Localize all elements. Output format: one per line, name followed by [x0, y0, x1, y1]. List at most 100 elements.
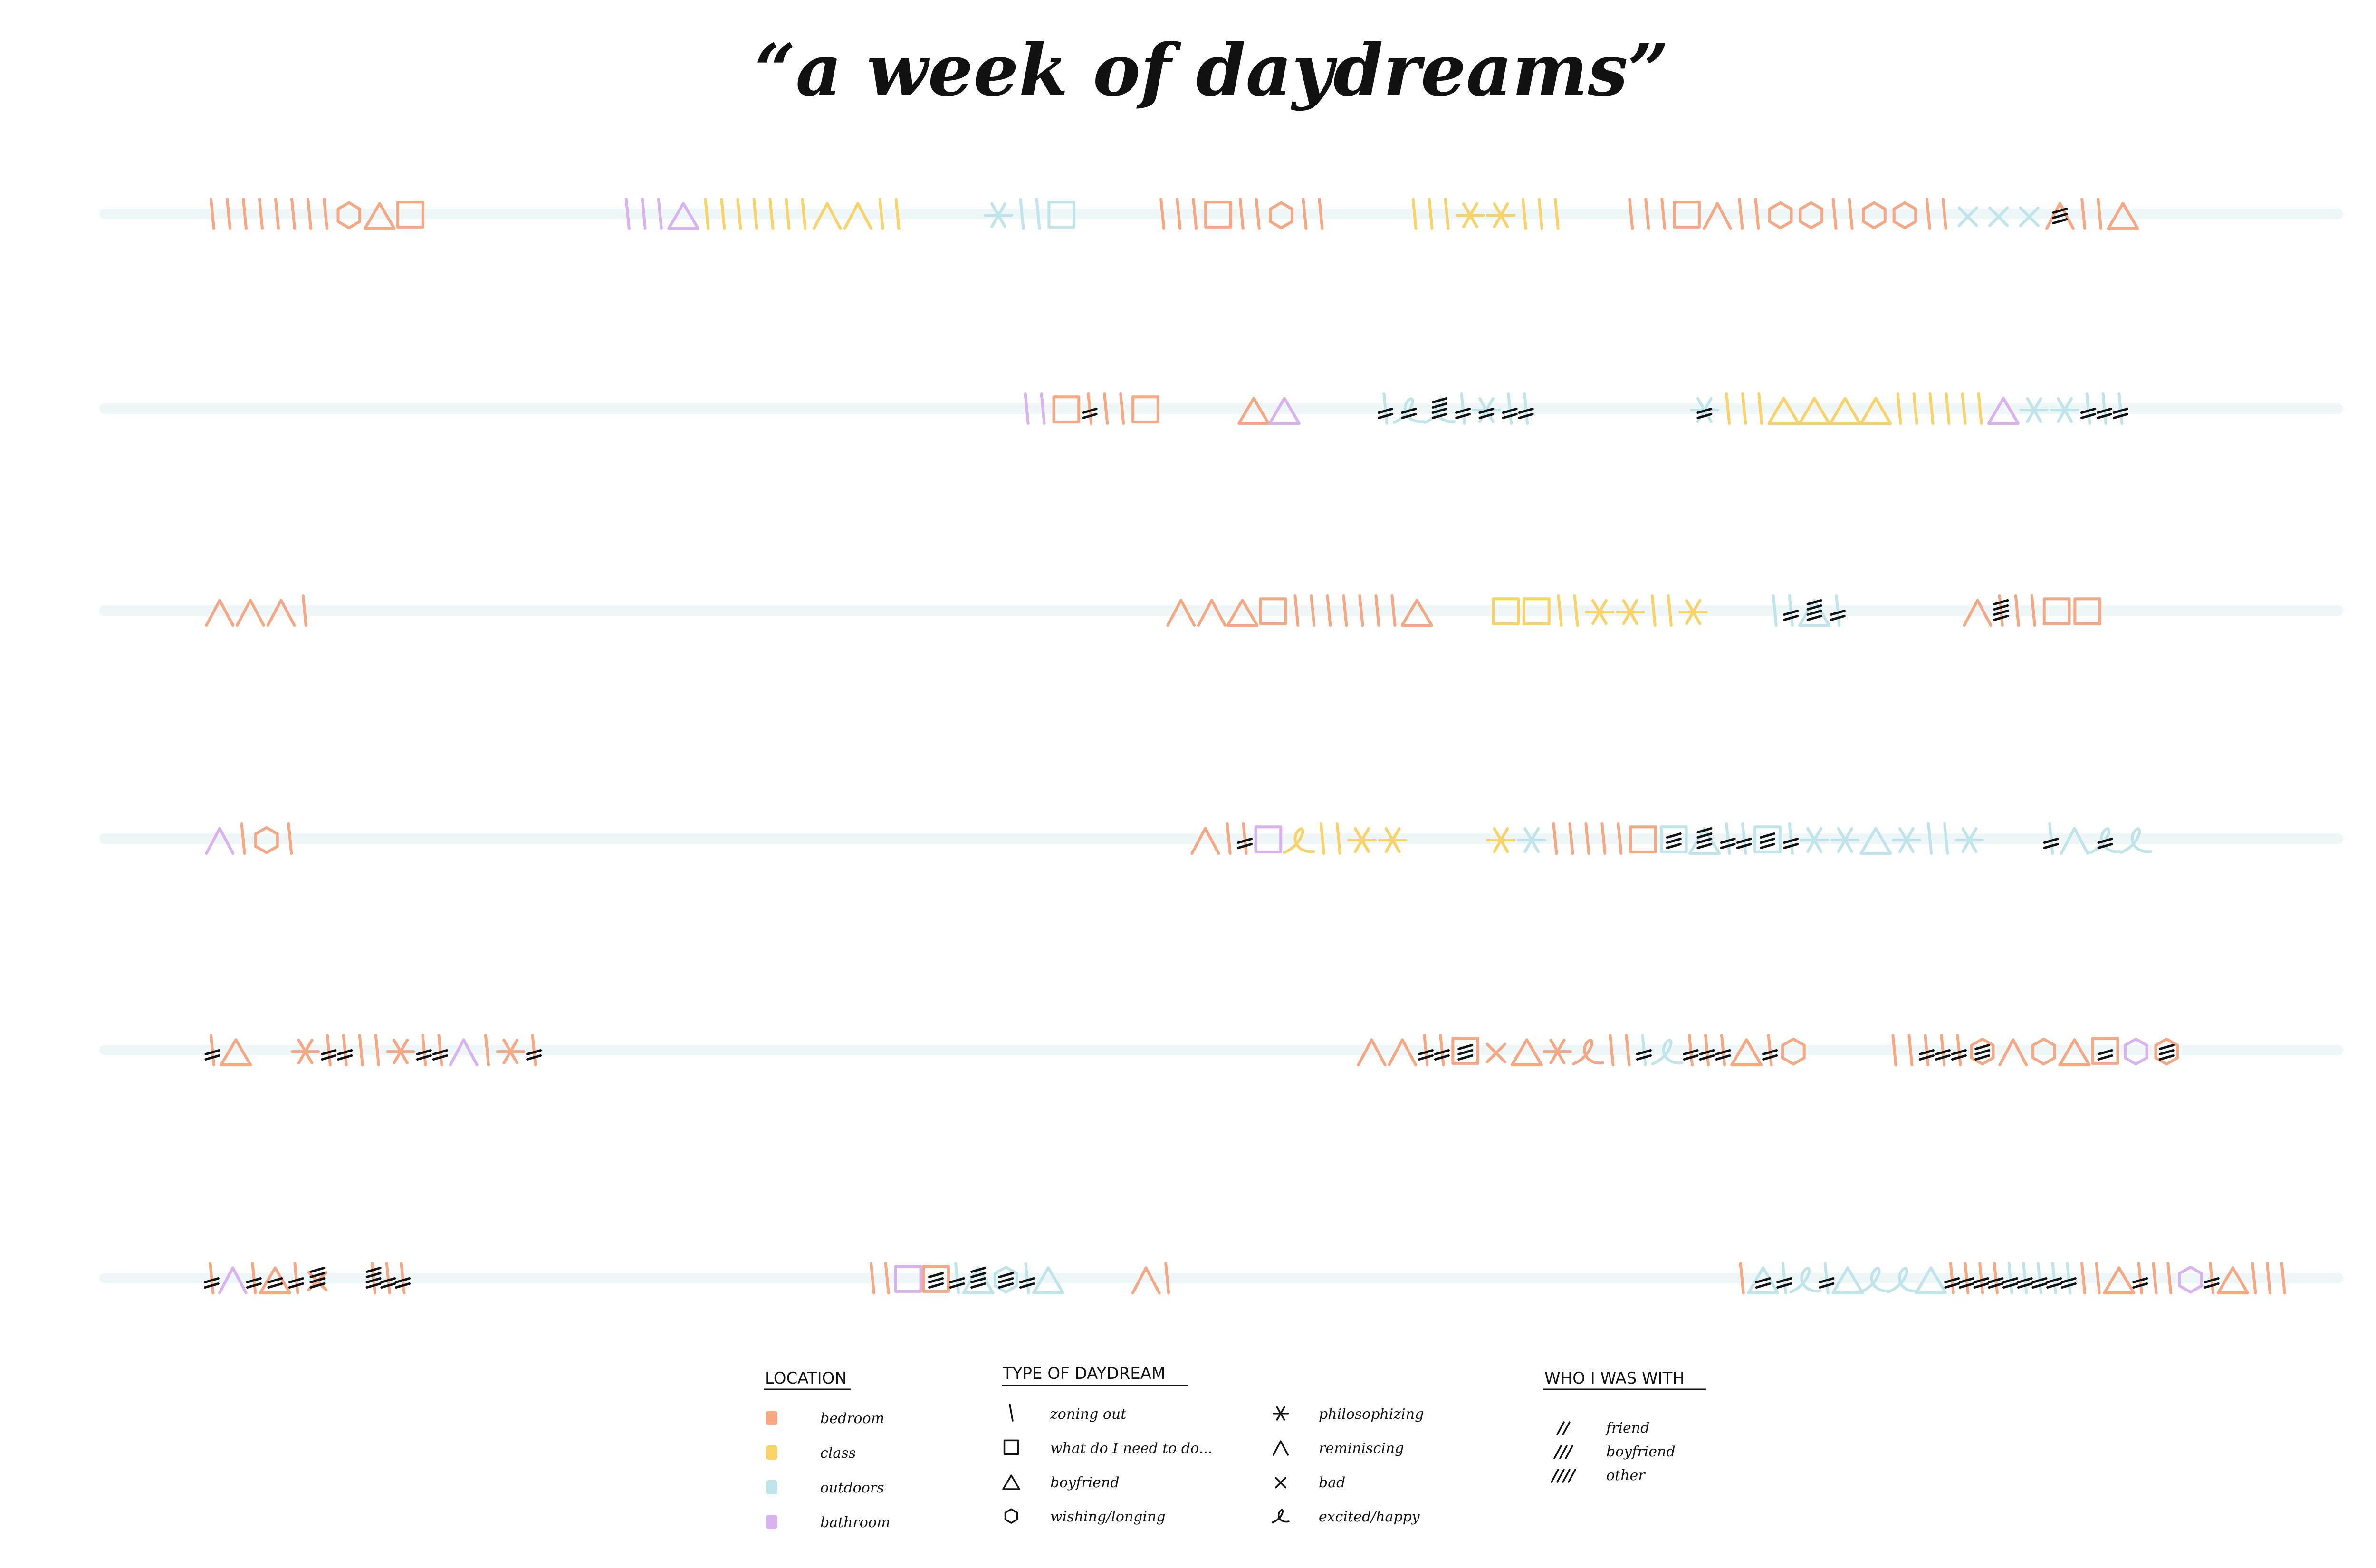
- daydream-mark-rem: [266, 599, 296, 627]
- legend-with-mark-friend: [1556, 1421, 1571, 1435]
- daydream-mark-zone: [1667, 594, 1673, 627]
- daydream-mark-boy: [1226, 599, 1259, 627]
- daydream-mark-phil: [1678, 599, 1708, 625]
- daydream-mark-wish: [1781, 1037, 1806, 1066]
- daydream-mark-zone: [1617, 822, 1623, 855]
- daydream-mark-zone: [1319, 822, 1325, 855]
- day-row: [203, 1262, 2286, 1294]
- daydream-mark-zone: [1896, 392, 1902, 425]
- daydream-mark-zone: [240, 822, 246, 855]
- daydream-mark-zone: [1725, 392, 1731, 425]
- daydream-mark-boy: [1859, 397, 1892, 425]
- legend-swatch-outdoors: [766, 1480, 777, 1494]
- daydream-mark-zone: [1428, 198, 1434, 230]
- daydream-mark-zone: [2080, 198, 2087, 230]
- legend-symbol-rem: [1272, 1440, 1289, 1456]
- daydream-mark-zone: [1164, 1262, 1170, 1294]
- daydream-mark-rem: [205, 827, 235, 855]
- daydream-mark-zone: [288, 1262, 304, 1294]
- daydream-mark-zone: [894, 198, 901, 230]
- daydream-mark-zone: [1848, 198, 1854, 230]
- daydream-mark-zone: [2096, 392, 2112, 425]
- legend-type-label: wishing/longing: [1050, 1509, 1166, 1525]
- daydream-mark-zone: [1891, 1034, 1897, 1066]
- daydream-mark-boy: [220, 1038, 252, 1066]
- daydream-mark-todo: [1131, 395, 1159, 423]
- daydream-mark-boy: [1237, 397, 1270, 425]
- daydream-mark-rem: [2060, 827, 2089, 855]
- daydream-mark-happy: [1651, 1039, 1684, 1065]
- daydream-mark-boy: [2216, 1266, 2249, 1294]
- daydream-mark-todo: [2073, 597, 2102, 625]
- legend-symbol-bad: [1275, 1477, 1286, 1489]
- legend-type-label: zoning out: [1050, 1406, 1127, 1423]
- daydream-mark-zone: [1831, 198, 1838, 230]
- legend-with-label: friend: [1605, 1420, 1649, 1436]
- daydream-mark-zone: [1754, 198, 1760, 230]
- daydream-mark-zone: [720, 198, 726, 230]
- daydream-mark-zone: [2031, 1262, 2048, 1294]
- legend-symbol-todo: [1003, 1439, 1019, 1455]
- daydream-mark-zone: [1310, 594, 1316, 627]
- daydream-mark-boy: [962, 1266, 995, 1294]
- daydream-mark-zone: [1377, 392, 1393, 425]
- daydream-mark-zone: [1040, 392, 1046, 425]
- daydream-mark-zone: [1318, 198, 1324, 230]
- daydream-mark-zone: [1082, 392, 1098, 425]
- daydream-mark-zone: [2046, 1262, 2062, 1294]
- daydream-mark-zone: [2014, 594, 2020, 627]
- daydream-mark-boy: [2107, 202, 2139, 230]
- legend-type-label: reminiscing: [1319, 1440, 1404, 1457]
- daydream-mark-happy: [1859, 1267, 1892, 1293]
- daydream-mark-zone: [246, 1262, 262, 1294]
- daydream-mark-zone: [1660, 198, 1667, 230]
- daydream-mark-zone: [1943, 822, 1949, 855]
- daydream-mark-zone: [1776, 1262, 1792, 1294]
- daydream-mark-zone: [1434, 1034, 1450, 1066]
- daydream-mark-zone: [1830, 594, 1846, 627]
- daydream-mark-zone: [1650, 594, 1657, 627]
- daydream-mark-phil: [1892, 827, 1921, 853]
- daydream-mark-todo: [1492, 597, 1520, 625]
- daydream-mark-zone: [1302, 198, 1308, 230]
- daydream-mark-zone: [1951, 1034, 1967, 1066]
- day-row: [205, 594, 2102, 627]
- daydream-mark-zone: [1628, 198, 1634, 230]
- daydream-mark-rem: [205, 599, 235, 627]
- daydream-mark-happy: [1789, 1267, 1822, 1293]
- daydream-mark-zone: [358, 1034, 364, 1066]
- daydream-mark-zone: [1238, 198, 1245, 230]
- daydream-mark-zone: [2043, 822, 2059, 855]
- daydream-mark-phil: [1585, 599, 1614, 625]
- daydream-mark-zone: [484, 1034, 490, 1066]
- daydream-mark-todo: [1753, 825, 1782, 853]
- daydream-mark-boy: [363, 202, 396, 230]
- daydream-mark-zone: [2097, 198, 2103, 230]
- daydream-marks: [203, 198, 2286, 1294]
- daydream-mark-zone: [1927, 822, 1933, 855]
- legend-who: WHO I WAS WITH friend boyfriend other: [1543, 1369, 1706, 1484]
- daydream-mark-zone: [1411, 198, 1418, 230]
- daydream-mark-todo: [1254, 825, 1283, 853]
- legend-with-mark-other: [1551, 1469, 1576, 1483]
- daydream-mark-rem: [218, 1266, 248, 1294]
- daydream-mark-boy: [1798, 599, 1831, 627]
- daydream-mark-boy: [1268, 397, 1301, 425]
- daydream-mark-zone: [768, 198, 775, 230]
- daydream-mark-zone: [1683, 1034, 1699, 1066]
- daydream-mark-rem: [449, 1038, 479, 1066]
- day-row: [204, 1034, 2179, 1066]
- daydream-mark-rem: [812, 202, 842, 230]
- legend-who-heading: WHO I WAS WITH: [1544, 1369, 1685, 1388]
- daydream-mark-zone: [2060, 1262, 2077, 1294]
- legend-symbol-wish: [1004, 1508, 1018, 1524]
- daydream-mark-boy: [1747, 1266, 1780, 1294]
- daydream-mark-zone: [365, 1262, 382, 1294]
- daydream-mark-zone: [1518, 392, 1534, 425]
- daydream-mark-phil: [1542, 1038, 1572, 1065]
- daydream-mark-zone: [1945, 392, 1951, 425]
- daydream-mark-wish: [336, 201, 362, 229]
- daydream-mark-zone: [1019, 198, 1025, 230]
- daydream-mark-zone: [2166, 1262, 2173, 1294]
